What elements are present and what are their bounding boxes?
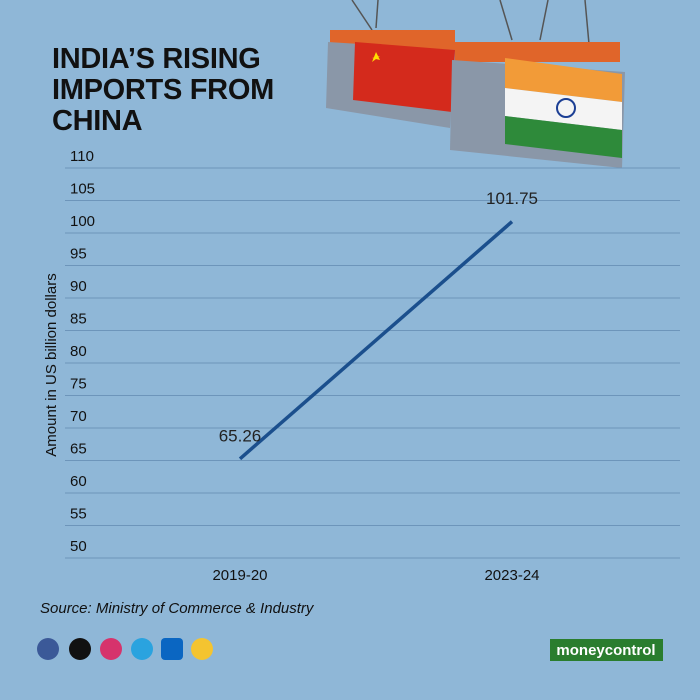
brand: moneycontrol xyxy=(556,642,655,659)
social-icons xyxy=(37,638,213,660)
value-label: 65.26 xyxy=(219,426,262,445)
y-axis-label: Amount in US billion dollars xyxy=(43,273,60,456)
x-tick-label: 2023-24 xyxy=(484,567,539,584)
chart-title: INDIA’S RISING IMPORTS FROM CHINA xyxy=(52,43,274,137)
y-tick-label: 105 xyxy=(70,180,95,197)
y-tick-label: 95 xyxy=(70,245,87,262)
y-tick-label: 100 xyxy=(70,213,95,230)
y-tick-label: 75 xyxy=(70,375,87,392)
brand-box xyxy=(550,639,663,661)
y-tick-label: 85 xyxy=(70,310,87,327)
y-tick-label: 55 xyxy=(70,505,87,522)
y-tick-label: 90 xyxy=(70,278,87,295)
source: Source: Ministry of Commerce & Industry xyxy=(40,600,315,617)
y-tick-label: 50 xyxy=(70,538,87,555)
y-tick-label: 60 xyxy=(70,473,87,490)
data-line xyxy=(238,220,514,461)
illustration xyxy=(326,0,625,168)
y-tick-label: 65 xyxy=(70,440,87,457)
x-tick-label: 2019-20 xyxy=(212,567,267,584)
value-label: 101.75 xyxy=(486,189,538,208)
y-tick-label: 110 xyxy=(70,148,94,165)
y-tick-label: 70 xyxy=(70,408,87,425)
y-tick-label: 80 xyxy=(70,343,87,360)
